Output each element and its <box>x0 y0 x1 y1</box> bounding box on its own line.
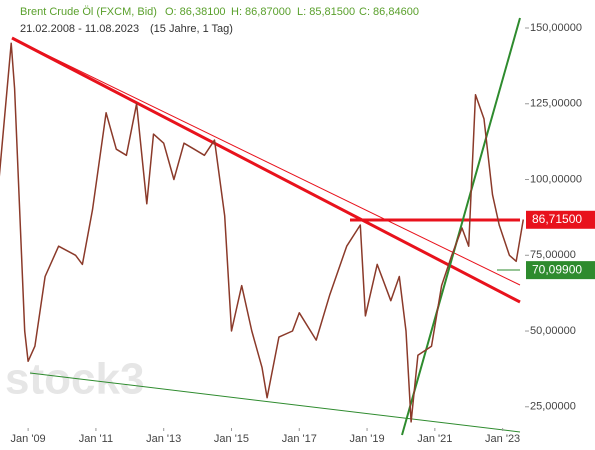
chart-title: Brent Crude Öl (FXCM, Bid) <box>20 6 157 18</box>
trend-line <box>11 36 521 304</box>
price-label: 70,09900 <box>532 262 582 276</box>
x-tick-label: Jan '23 <box>485 433 520 445</box>
y-tick-label: 25,00000 <box>530 401 576 413</box>
price-label: 86,71500 <box>532 212 582 226</box>
ohlc-open: O: 86,38100 <box>165 6 226 18</box>
price-label-box <box>526 210 595 229</box>
y-tick-label: 125,00000 <box>530 98 582 110</box>
trend-lines <box>11 17 521 436</box>
period: (15 Jahre, 1 Tag) <box>150 23 233 35</box>
price-line <box>0 42 525 423</box>
y-tick-label: 150,00000 <box>530 22 582 34</box>
y-tick-label: 50,00000 <box>530 325 576 337</box>
y-tick-label: 75,00000 <box>530 249 576 261</box>
x-tick-label: Jan '13 <box>146 433 181 445</box>
trend-line <box>29 372 521 433</box>
price-label-box <box>526 261 595 280</box>
x-tick-label: Jan '19 <box>349 433 384 445</box>
x-tick-label: Jan '21 <box>417 433 452 445</box>
trend-line <box>11 37 521 286</box>
x-tick-label: Jan '17 <box>282 433 317 445</box>
ohlc-close: C: 86,84600 <box>359 6 419 18</box>
x-tick-label: Jan '11 <box>79 433 113 445</box>
x-tick-label: Jan '09 <box>11 433 46 445</box>
y-tick-label: 100,00000 <box>530 173 582 185</box>
x-tick-label: Jan '15 <box>214 433 249 445</box>
watermark: stock3 <box>5 355 144 404</box>
ohlc-high: H: 86,87000 <box>231 6 291 18</box>
chart-subtitle: 21.02.2008 - 11.08.2023 <box>20 23 139 35</box>
ohlc-low: L: 85,81500 <box>297 6 355 18</box>
trend-line <box>401 17 521 436</box>
